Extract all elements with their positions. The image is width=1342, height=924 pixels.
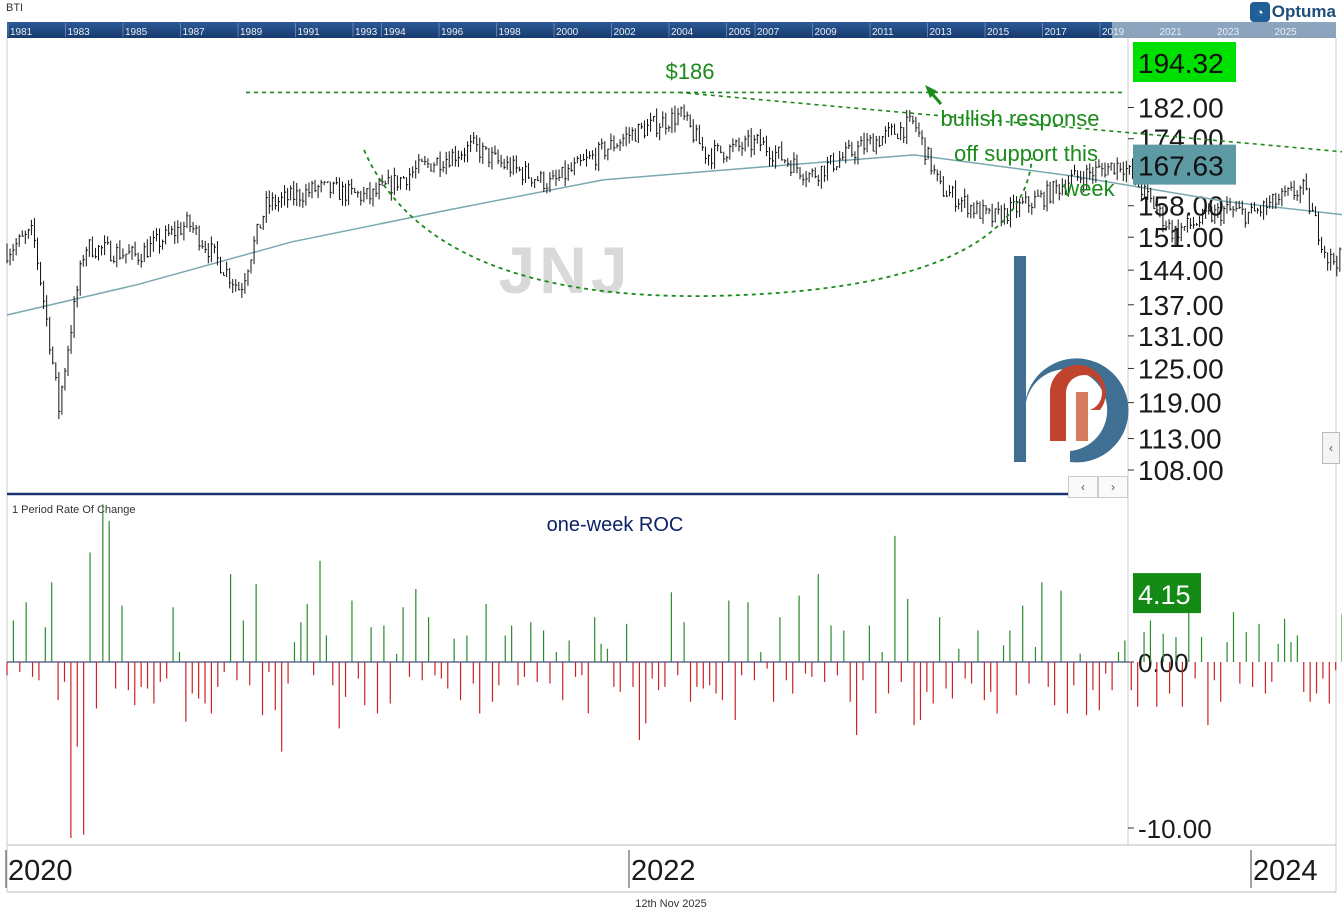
moving-average-layer xyxy=(6,154,1342,316)
overview-year-label: 1998 xyxy=(499,27,522,38)
scroll-buttons: ‹ › xyxy=(1068,476,1128,498)
ticker-watermark-layer: JNJ xyxy=(498,233,631,307)
roc-annotation: one-week ROC xyxy=(547,514,684,536)
overview-year-label: 1983 xyxy=(68,27,91,38)
ohlc-bars-layer xyxy=(6,104,1342,420)
overview-year-label: 2021 xyxy=(1160,27,1183,38)
falling-trendline xyxy=(678,91,1342,153)
overview-year-label: 1981 xyxy=(10,27,33,38)
optuma-icon: ◔ xyxy=(1249,2,1270,22)
side-panel-toggle[interactable]: ‹ xyxy=(1322,432,1340,464)
overview-year-label: 2004 xyxy=(671,27,694,38)
overview-year-label: 1991 xyxy=(298,27,321,38)
callout-arrow-head xyxy=(925,85,937,98)
overview-strip[interactable]: 1981 1983 1985 1987 1989 1991 1993 1994 1996 1998… xyxy=(7,22,1336,38)
overview-year-label: 2015 xyxy=(987,27,1010,38)
overview-year-label: 1993 xyxy=(355,27,378,38)
price-tick-label: 137.00 xyxy=(1138,290,1224,321)
roc-bars-layer: one-week ROC xyxy=(6,504,1342,838)
overview-year-label: 1987 xyxy=(183,27,206,38)
price-tick-label: 113.00 xyxy=(1138,424,1222,455)
price-tick-label: 119.00 xyxy=(1138,388,1222,419)
overview-year-ticks: 1981 1983 1985 1987 1989 1991 1993 1994 1996 1998… xyxy=(7,23,1298,38)
overview-year-label: 2007 xyxy=(757,27,780,38)
panel-frames xyxy=(6,38,1337,893)
symbol-label: BTI xyxy=(6,2,24,14)
moving-average-label: 167.63 xyxy=(1138,151,1224,182)
overview-year-label: 2009 xyxy=(815,27,838,38)
overview-year-label: 2019 xyxy=(1102,27,1125,38)
callout-line: week xyxy=(1062,176,1115,201)
price-tick-label: 144.00 xyxy=(1138,255,1224,286)
callout-line: bullish response xyxy=(941,106,1100,131)
moving-average-box xyxy=(1133,144,1236,185)
annotation-layer: $186 bullish response off support this week xyxy=(246,59,1342,297)
roc-value-box xyxy=(1133,573,1201,614)
overview-year-label: 2023 xyxy=(1217,27,1240,38)
price-tick-label: 158.00 xyxy=(1138,191,1224,222)
x-tick-label: 2022 xyxy=(631,855,696,887)
callout-line: off support this xyxy=(954,141,1098,166)
scroll-left-button[interactable]: ‹ xyxy=(1068,476,1098,498)
chart-date: 12th Nov 2025 xyxy=(635,898,707,910)
overview-year-label: 2000 xyxy=(556,27,579,38)
overview-selection[interactable] xyxy=(1112,22,1336,38)
last-price-label: 194.32 xyxy=(1138,48,1224,79)
overview-year-label: 1989 xyxy=(240,27,263,38)
overview-year-label: 1985 xyxy=(125,27,148,38)
brand-name: Optuma xyxy=(1271,2,1336,21)
overview-year-label: 1994 xyxy=(384,27,407,38)
x-tick-label: 2020 xyxy=(8,855,73,887)
indicator-title: 1 Period Rate Of Change xyxy=(12,504,136,516)
x-tick-label: 2024 xyxy=(1253,855,1318,887)
overview-year-label: 2011 xyxy=(872,27,894,38)
overview-year-label: 2025 xyxy=(1275,27,1298,38)
roc-value-label: 4.15 xyxy=(1138,580,1191,610)
scroll-right-button[interactable]: › xyxy=(1098,476,1128,498)
moving-average-line xyxy=(6,154,1342,316)
price-tick-label: 182.00 xyxy=(1138,92,1224,123)
overview-year-label: 2002 xyxy=(614,27,637,38)
overview-year-label: 2017 xyxy=(1045,27,1068,38)
resistance-label: $186 xyxy=(666,59,715,84)
price-tick-label: 108.00 xyxy=(1138,455,1224,486)
price-tick-label: 131.00 xyxy=(1138,321,1224,352)
overview-year-label: 2013 xyxy=(930,27,953,38)
last-price-box xyxy=(1133,42,1236,82)
axis-value-labels: 194.32 167.63 4.15 xyxy=(1133,42,1236,614)
roc-tick-label: -10.00 xyxy=(1138,814,1212,844)
overview-year-label: 1996 xyxy=(441,27,464,38)
bh-logo xyxy=(1014,256,1129,463)
overview-year-label: 2005 xyxy=(729,27,752,38)
optuma-logo: ◔ Optuma xyxy=(1249,2,1336,22)
ticker-watermark: JNJ xyxy=(498,233,631,307)
price-tick-label: 125.00 xyxy=(1138,353,1224,384)
